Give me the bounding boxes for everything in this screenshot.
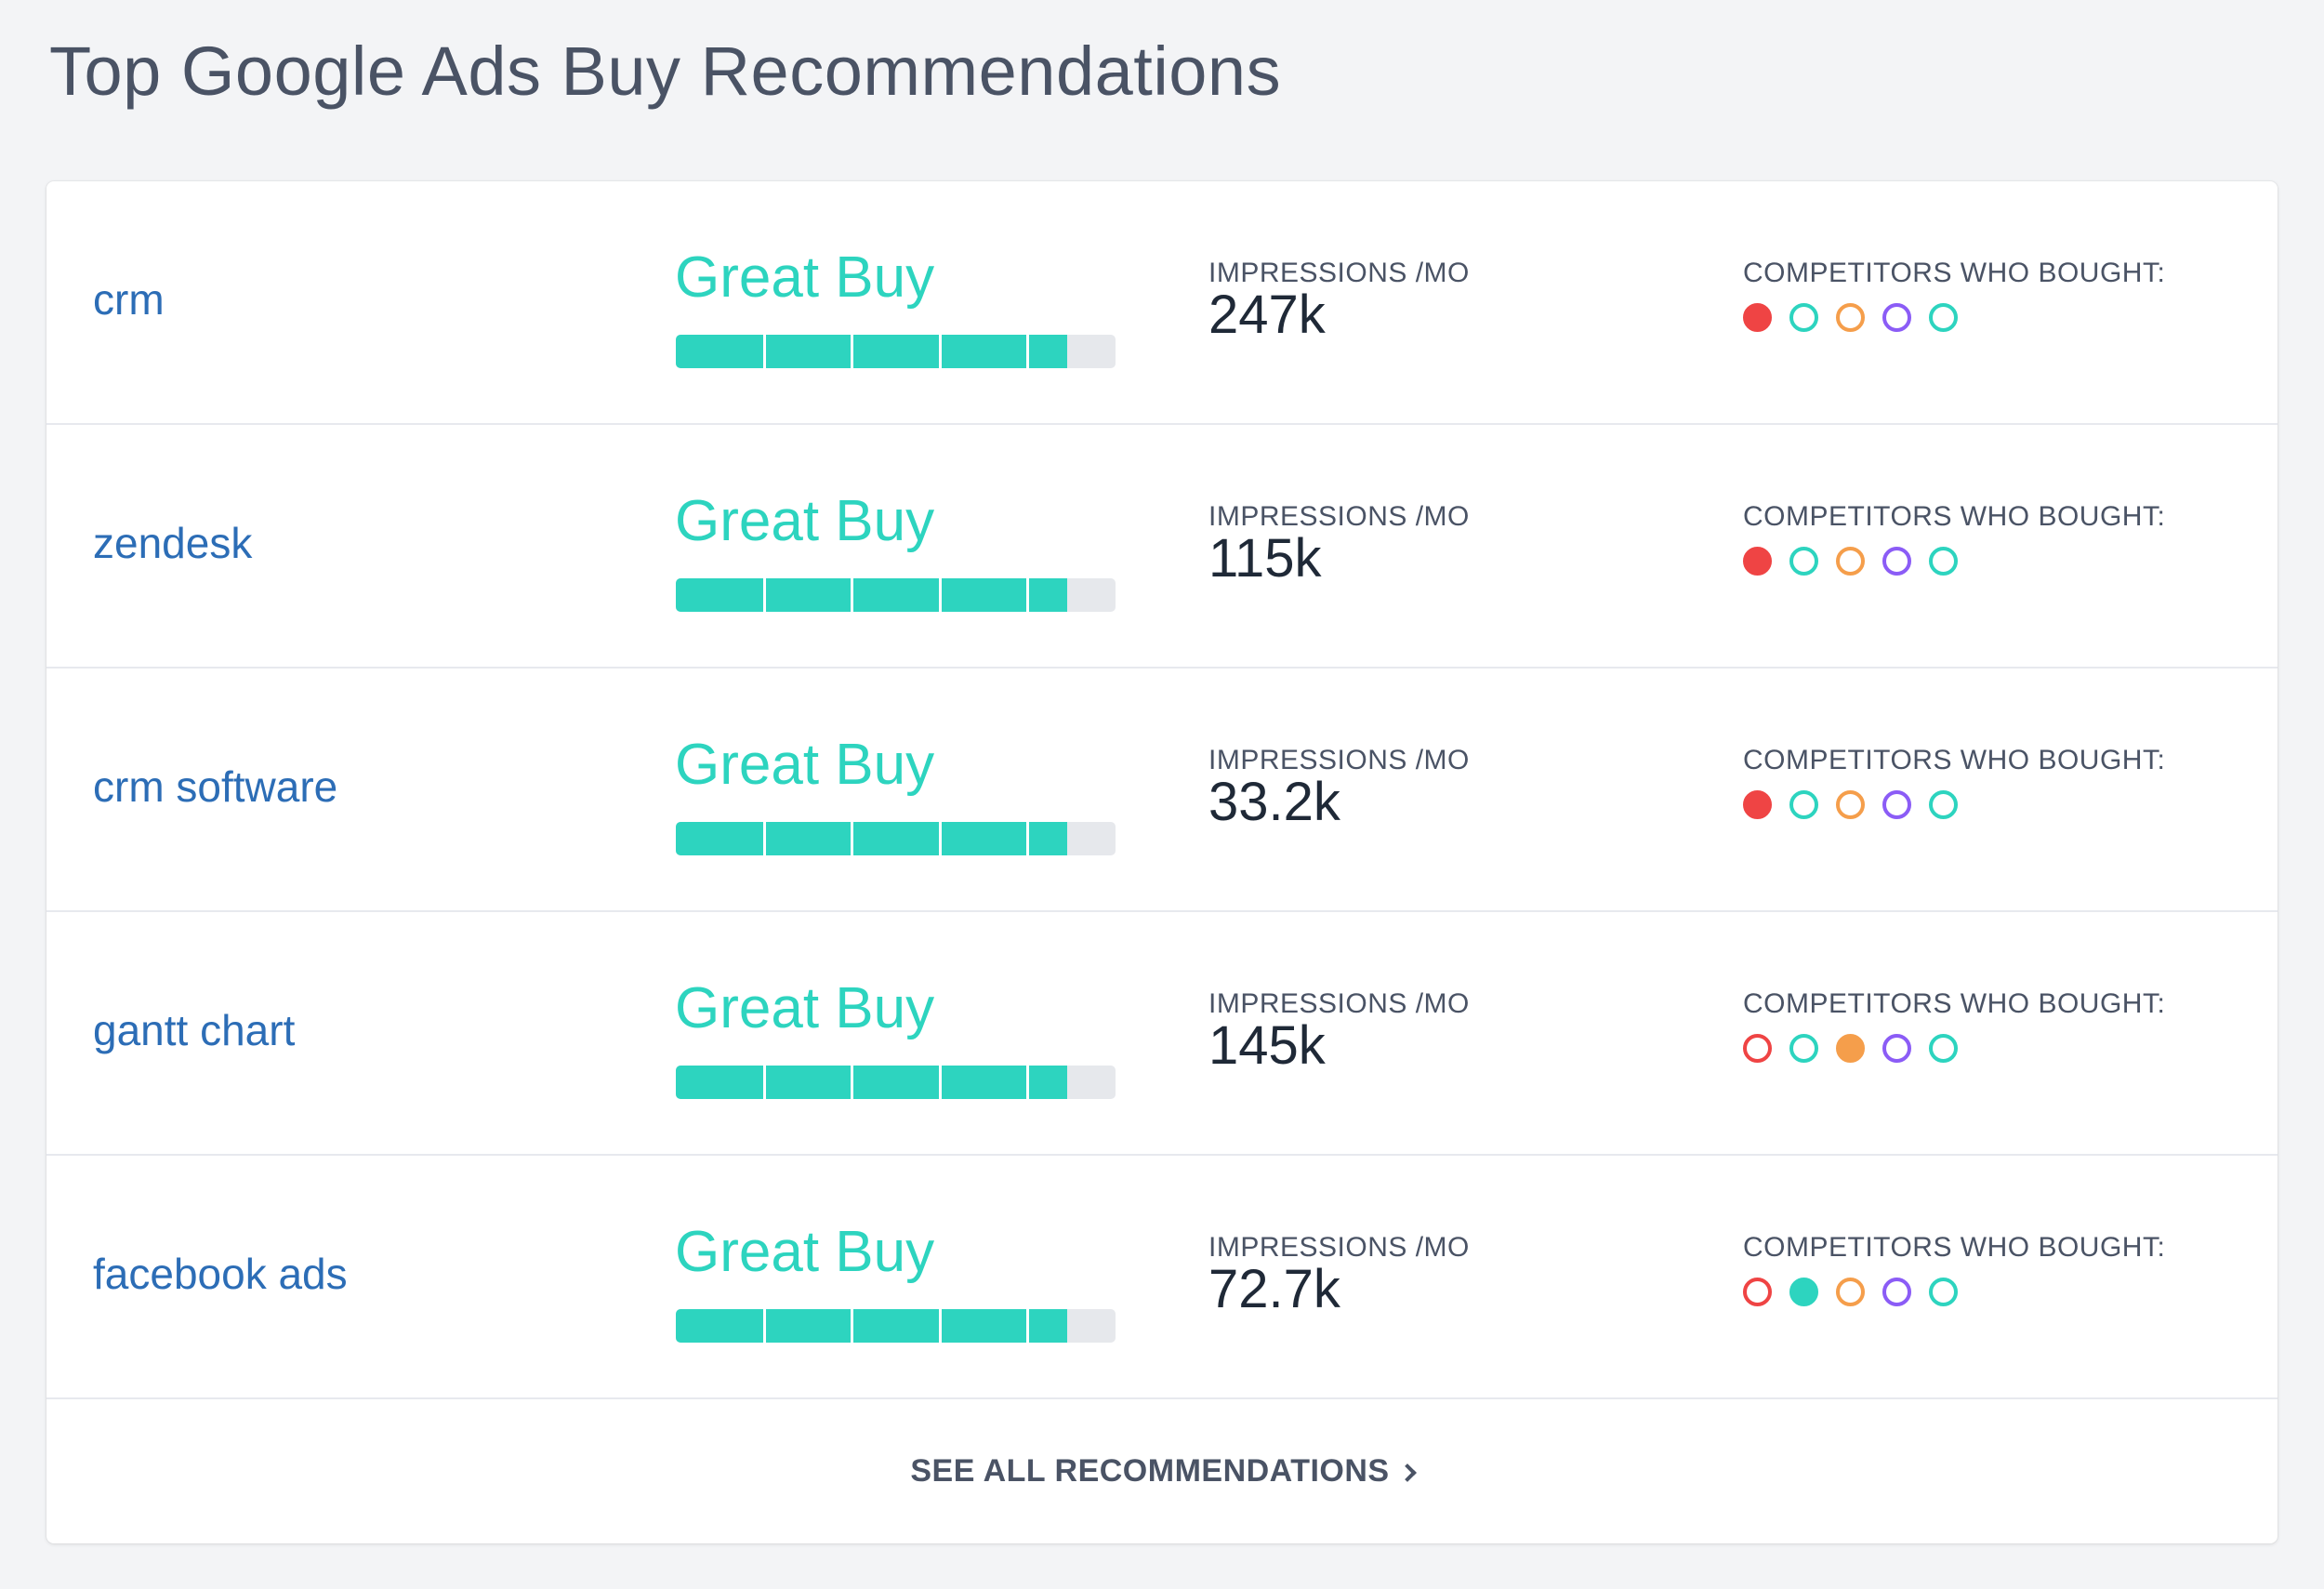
impressions-value: 33.2k	[1208, 772, 1340, 832]
rating-bar-fill	[676, 1066, 1067, 1099]
competitor-not-bought-dot[interactable]	[1836, 303, 1865, 332]
recommendations-card: crm Great Buy IMPRESSIONS /MO 247k COMPETITO…	[46, 181, 2278, 1543]
rating-bar-divider	[938, 335, 942, 368]
impressions-value: 115k	[1208, 528, 1322, 589]
recommendation-row: crm software Great Buy IMPRESSIONS /MO 33.2…	[46, 669, 2278, 912]
rating-bar-fill	[676, 578, 1067, 612]
buy-rating: Great Buy	[675, 733, 935, 797]
competitor-not-bought-dot[interactable]	[1789, 1034, 1818, 1063]
rating-bar	[676, 822, 1116, 855]
card-footer: SEE ALL RECOMMENDATIONS	[46, 1399, 2278, 1543]
rating-bar	[676, 1066, 1116, 1099]
keyword-link[interactable]: crm software	[93, 762, 338, 811]
recommendations-list: crm Great Buy IMPRESSIONS /MO 247k COMPETITO…	[46, 181, 2278, 1399]
impressions-label: IMPRESSIONS /MO	[1208, 988, 1470, 1019]
rating-bar-divider	[938, 1309, 942, 1343]
rating-bar-divider	[1026, 578, 1030, 612]
impressions-value: 247k	[1208, 285, 1326, 345]
competitor-not-bought-dot[interactable]	[1929, 790, 1958, 819]
rating-bar-divider	[851, 1066, 854, 1099]
recommendation-row: facebook ads Great Buy IMPRESSIONS /MO 72.7…	[46, 1156, 2278, 1399]
impressions-label: IMPRESSIONS /MO	[1208, 258, 1470, 288]
page-title: Top Google Ads Buy Recommendations	[49, 33, 1282, 110]
rating-bar-divider	[762, 1066, 766, 1099]
competitor-not-bought-dot[interactable]	[1789, 547, 1818, 576]
competitor-bought-dot[interactable]	[1789, 1278, 1818, 1306]
keyword-link[interactable]: zendesk	[93, 519, 253, 567]
competitor-not-bought-dot[interactable]	[1836, 1278, 1865, 1306]
rating-bar-divider	[938, 578, 942, 612]
competitor-not-bought-dot[interactable]	[1836, 790, 1865, 819]
competitor-not-bought-dot[interactable]	[1789, 790, 1818, 819]
rating-bar-divider	[1026, 822, 1030, 855]
rating-bar-divider	[938, 822, 942, 855]
competitors-label: COMPETITORS WHO BOUGHT:	[1743, 258, 2166, 288]
recommendation-row: crm Great Buy IMPRESSIONS /MO 247k COMPETITO…	[46, 181, 2278, 425]
rating-bar-divider	[1026, 335, 1030, 368]
impressions-value: 72.7k	[1208, 1259, 1340, 1319]
buy-rating: Great Buy	[675, 245, 935, 310]
competitor-not-bought-dot[interactable]	[1882, 547, 1911, 576]
competitor-bought-dot[interactable]	[1836, 1034, 1865, 1063]
keyword-link[interactable]: gantt chart	[93, 1006, 296, 1054]
impressions-label: IMPRESSIONS /MO	[1208, 501, 1470, 532]
rating-bar-divider	[938, 1066, 942, 1099]
impressions-value: 145k	[1208, 1015, 1326, 1076]
recommendation-row: gantt chart Great Buy IMPRESSIONS /MO 145k C…	[46, 912, 2278, 1156]
impressions-label: IMPRESSIONS /MO	[1208, 1232, 1470, 1263]
competitor-not-bought-dot[interactable]	[1789, 303, 1818, 332]
chevron-right-icon	[1397, 1463, 1417, 1482]
rating-bar-divider	[762, 1309, 766, 1343]
buy-rating: Great Buy	[675, 489, 935, 553]
rating-bar-divider	[762, 578, 766, 612]
rating-bar	[676, 1309, 1116, 1343]
rating-bar	[676, 335, 1116, 368]
recommendation-row: zendesk Great Buy IMPRESSIONS /MO 115k COMPE…	[46, 425, 2278, 669]
competitors-label: COMPETITORS WHO BOUGHT:	[1743, 1232, 2166, 1263]
rating-bar-divider	[1026, 1309, 1030, 1343]
rating-bar-fill	[676, 335, 1067, 368]
competitor-bought-dot[interactable]	[1743, 547, 1772, 576]
competitor-not-bought-dot[interactable]	[1743, 1278, 1772, 1306]
see-all-recommendations-link[interactable]: SEE ALL RECOMMENDATIONS	[910, 1453, 1417, 1490]
competitor-not-bought-dot[interactable]	[1882, 303, 1911, 332]
buy-rating: Great Buy	[675, 1220, 935, 1284]
see-all-label: SEE ALL RECOMMENDATIONS	[910, 1453, 1390, 1489]
keyword-link[interactable]: facebook ads	[93, 1250, 348, 1298]
competitor-not-bought-dot[interactable]	[1929, 547, 1958, 576]
competitor-bought-dot[interactable]	[1743, 790, 1772, 819]
rating-bar-divider	[1026, 1066, 1030, 1099]
rating-bar-fill	[676, 822, 1067, 855]
competitor-not-bought-dot[interactable]	[1743, 1034, 1772, 1063]
rating-bar-divider	[851, 335, 854, 368]
competitor-not-bought-dot[interactable]	[1929, 1278, 1958, 1306]
keyword-link[interactable]: crm	[93, 275, 165, 324]
competitors-label: COMPETITORS WHO BOUGHT:	[1743, 988, 2166, 1019]
rating-bar-divider	[762, 335, 766, 368]
impressions-label: IMPRESSIONS /MO	[1208, 745, 1470, 775]
competitor-not-bought-dot[interactable]	[1882, 1034, 1911, 1063]
rating-bar-divider	[851, 822, 854, 855]
buy-rating: Great Buy	[675, 976, 935, 1040]
competitors-label: COMPETITORS WHO BOUGHT:	[1743, 501, 2166, 532]
competitor-not-bought-dot[interactable]	[1929, 303, 1958, 332]
competitor-bought-dot[interactable]	[1743, 303, 1772, 332]
competitor-not-bought-dot[interactable]	[1929, 1034, 1958, 1063]
rating-bar	[676, 578, 1116, 612]
competitor-not-bought-dot[interactable]	[1836, 547, 1865, 576]
rating-bar-divider	[851, 1309, 854, 1343]
rating-bar-divider	[851, 578, 854, 612]
competitor-not-bought-dot[interactable]	[1882, 1278, 1911, 1306]
competitor-not-bought-dot[interactable]	[1882, 790, 1911, 819]
rating-bar-divider	[762, 822, 766, 855]
rating-bar-fill	[676, 1309, 1067, 1343]
competitors-label: COMPETITORS WHO BOUGHT:	[1743, 745, 2166, 775]
